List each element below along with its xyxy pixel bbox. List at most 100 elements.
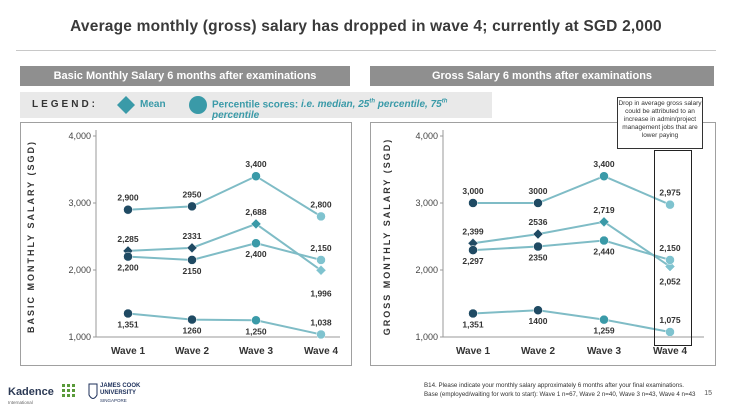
jcu-logo: JAMES COOK UNIVERSITY SINGAPORE	[100, 383, 141, 403]
right-panel-header: Gross Salary 6 months after examinations	[370, 66, 714, 86]
mean-point	[315, 264, 327, 276]
gross-salary-chart: GROSS MONTHLY SALARY (SGD) 1,000 2,000 3,00…	[382, 130, 704, 357]
kadence-grid-icon	[62, 384, 75, 397]
percentile-point	[123, 204, 133, 215]
percentile-point	[599, 314, 609, 325]
data-label: 1,259	[593, 326, 615, 336]
data-label: 2,800	[310, 199, 332, 209]
data-label: 2,052	[659, 277, 681, 287]
y-axis-label: BASIC MONTHLY SALARY (SGD)	[26, 140, 36, 333]
data-label: 2,688	[245, 207, 267, 217]
data-label: 3,000	[462, 186, 484, 196]
jcu-crest-icon	[88, 383, 98, 399]
percentile-point	[665, 327, 675, 337]
data-label: 2,900	[117, 193, 139, 203]
series-line-mean	[472, 220, 671, 268]
data-label: 2,297	[462, 256, 484, 266]
left-chart-frame	[20, 122, 352, 366]
x-tick-label: Wave 4	[653, 346, 688, 357]
percentile-point	[533, 241, 543, 252]
percentile-point	[251, 171, 261, 181]
data-label: 3000	[529, 186, 548, 196]
legend-mean-label: Mean	[140, 99, 166, 110]
y-tick-label: 3,000	[68, 198, 91, 208]
data-label: 2331	[183, 231, 202, 241]
data-label: 2,440	[593, 247, 615, 257]
series-line-25th-percentile	[127, 312, 322, 336]
data-label: 2950	[183, 189, 202, 199]
data-label: 1,038	[310, 317, 332, 327]
percentile-point	[468, 308, 478, 319]
y-tick-label: 4,000	[68, 131, 91, 141]
kadence-logo-sub: International	[8, 400, 33, 405]
x-tick-label: Wave 3	[239, 346, 274, 357]
percentile-point	[123, 308, 133, 319]
series-line-median	[127, 242, 322, 261]
data-label: 1,075	[659, 315, 681, 325]
mean-point	[532, 228, 544, 240]
mean-diamond-icon	[117, 96, 135, 114]
mean-point	[186, 242, 198, 254]
legend: LEGEND: Mean Percentile scores: i.e. med…	[20, 92, 492, 121]
data-label: 2150	[183, 266, 202, 276]
y-tick-label: 3,000	[415, 198, 438, 208]
series-line-75th-percentile	[473, 175, 671, 206]
x-tick-label: Wave 3	[587, 346, 622, 357]
x-tick-label: Wave 4	[304, 346, 339, 357]
x-tick-label: Wave 2	[521, 346, 556, 357]
percentile-point	[316, 329, 326, 340]
data-label: 2,399	[462, 226, 484, 236]
y-axis-label: GROSS MONTHLY SALARY (SGD)	[382, 138, 392, 336]
wave4-highlight-box	[654, 150, 692, 346]
data-label: 2,150	[659, 243, 681, 253]
title-divider	[16, 50, 716, 51]
slide-title: Average monthly (gross) salary has dropp…	[70, 18, 662, 35]
percentile-point	[187, 255, 197, 265]
percentile-point	[123, 251, 133, 262]
data-label: 3,400	[593, 159, 615, 169]
x-tick-label: Wave 1	[111, 346, 146, 357]
percentile-point	[599, 171, 609, 181]
mean-point	[250, 218, 262, 230]
mean-point	[664, 261, 676, 272]
percentile-point	[316, 211, 326, 222]
callout-note: Drop in average gross salary could be at…	[617, 97, 703, 149]
legend-title: LEGEND:	[32, 99, 98, 110]
data-label: 2,400	[245, 249, 267, 259]
series-line-25th-percentile	[472, 309, 671, 333]
page-number: 15	[704, 390, 712, 397]
data-label: 1,996	[310, 288, 332, 298]
data-label: 2,975	[659, 188, 681, 198]
percentile-point	[187, 201, 197, 212]
left-panel-header: Basic Monthly Salary 6 months after exam…	[20, 66, 350, 86]
percentile-point	[251, 238, 261, 248]
percentile-point	[316, 255, 326, 265]
percentile-point	[187, 314, 197, 325]
data-label: 2,719	[593, 205, 615, 215]
data-label: 3,400	[245, 159, 267, 169]
y-tick-label: 4,000	[415, 131, 438, 141]
data-label: 2,150	[310, 243, 332, 253]
y-tick-label: 2,000	[68, 265, 91, 275]
percentile-point	[468, 245, 478, 255]
percentile-point	[533, 198, 543, 208]
percentile-point	[665, 199, 675, 210]
data-label: 1,351	[462, 319, 484, 329]
data-label: 2,200	[117, 263, 139, 273]
percentile-point	[251, 315, 261, 325]
data-label: 1260	[183, 326, 202, 336]
x-tick-label: Wave 1	[456, 346, 491, 357]
percentile-circle-icon	[189, 96, 207, 114]
data-label: 1,351	[117, 319, 139, 329]
series-line-75th-percentile	[127, 175, 322, 218]
data-label: 1400	[529, 316, 548, 326]
percentile-point	[468, 198, 478, 208]
percentile-point	[665, 255, 675, 265]
percentile-point	[533, 305, 543, 315]
data-label: 2350	[529, 253, 548, 263]
footnote: B14. Please indicate your monthly salary…	[424, 382, 696, 398]
data-label: 2536	[529, 217, 548, 227]
data-label: 2,285	[117, 234, 139, 244]
x-tick-label: Wave 2	[175, 346, 210, 357]
